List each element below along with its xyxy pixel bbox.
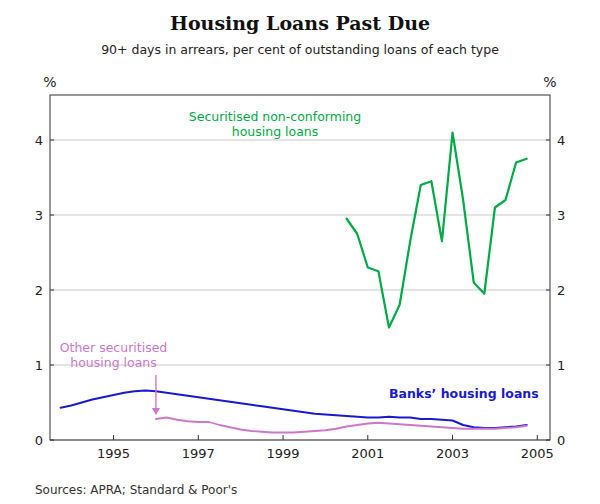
series-label: Securitised non-conforminghousing loans	[189, 109, 361, 139]
y-axis: 0 1 2 3 4	[35, 133, 54, 448]
y2-tick-label: 2	[557, 283, 565, 298]
series-label: Other securitisedhousing loans	[60, 340, 168, 370]
x-tick-label: 2001	[351, 446, 384, 461]
plot-frame	[50, 95, 550, 440]
y-tick-label: 3	[35, 208, 43, 223]
x-tick	[113, 435, 114, 440]
x-tick	[367, 435, 368, 440]
x-tick	[537, 435, 538, 440]
x-tick	[452, 435, 453, 440]
series-label: Banks’ housing loans	[389, 386, 539, 401]
y-tick-label: 0	[35, 433, 43, 448]
title: Housing Loans Past Due	[170, 12, 430, 34]
y-tick-label: 2	[35, 283, 43, 298]
source: Sources: APRA; Standard & Poor's	[35, 483, 237, 497]
y2-axis-label: %	[543, 74, 556, 90]
y-tick-label: 4	[35, 133, 43, 148]
y2-tick-label: 1	[557, 358, 565, 373]
y2-tick-label: 4	[557, 133, 565, 148]
x-tick-label: 1999	[267, 446, 300, 461]
x-tick-label: 2003	[436, 446, 469, 461]
y2-tick	[546, 290, 550, 291]
y-axis-label: %	[43, 74, 56, 90]
x-tick-label: 1997	[182, 446, 215, 461]
annotation-arrow	[152, 375, 160, 415]
y2-tick-label: 3	[557, 208, 565, 223]
x-axis: 1995 1997 1999 2001 2003 2005	[97, 435, 554, 461]
y2-tick	[546, 440, 550, 441]
x-tick-label: 1995	[97, 446, 130, 461]
series-line	[347, 133, 527, 328]
y-tick	[50, 440, 54, 441]
chart: Housing Loans Past Due 90+ days in arrear…	[0, 0, 600, 504]
grid-line	[50, 140, 550, 141]
y2-tick-label: 0	[557, 433, 565, 448]
y-tick	[50, 140, 54, 141]
y2-tick	[546, 365, 550, 366]
x-tick-label: 2005	[521, 446, 554, 461]
y-tick	[50, 215, 54, 216]
y2-tick	[546, 215, 550, 216]
y2-axis: 0 1 2 3 4	[546, 133, 565, 448]
y-tick-label: 1	[35, 358, 43, 373]
series-line	[156, 418, 527, 433]
x-tick	[198, 435, 199, 440]
grid	[50, 140, 550, 440]
subtitle: 90+ days in arrears, per cent of outstan…	[101, 42, 499, 57]
y-tick	[50, 290, 54, 291]
x-tick	[283, 435, 284, 440]
grid-line	[50, 215, 550, 216]
grid-line	[50, 290, 550, 291]
y-tick	[50, 365, 54, 366]
y2-tick	[546, 140, 550, 141]
